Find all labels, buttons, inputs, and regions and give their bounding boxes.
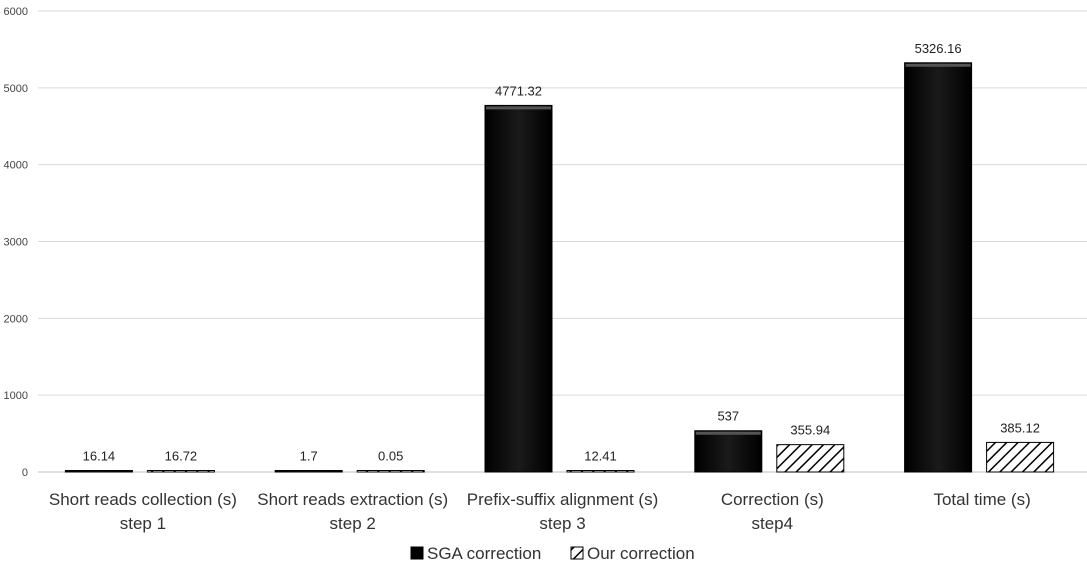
bar-sga <box>904 62 973 473</box>
bar-bevel <box>486 106 551 110</box>
legend: SGA correction Our correction <box>410 544 695 563</box>
x-category-label: Short reads collection (s) <box>49 490 237 509</box>
bar-ours <box>146 470 215 473</box>
legend-swatch <box>570 546 584 560</box>
data-label: 355.94 <box>790 423 830 438</box>
y-tick-label: 1000 <box>4 390 28 402</box>
bar-ours <box>986 441 1055 473</box>
legend-swatch <box>410 546 424 560</box>
data-label: 16.14 <box>83 449 116 464</box>
data-labels: 16.14 16.72 1.7 0.05 4771.32 12.41 537 355.94 53… <box>83 41 1040 464</box>
data-label: 537 <box>717 409 739 424</box>
legend-label: Our correction <box>587 544 695 563</box>
bar-ours <box>776 444 845 473</box>
bars <box>64 62 1055 473</box>
data-label: 385.12 <box>1000 420 1040 435</box>
legend-label: SGA correction <box>427 544 541 563</box>
y-tick-label: 0 <box>22 467 28 479</box>
bar-sga <box>274 470 343 473</box>
data-label: 0.05 <box>378 449 403 464</box>
data-label: 12.41 <box>584 449 617 464</box>
x-category-label: Correction (s) <box>721 490 824 509</box>
x-category-label: Short reads extraction (s) <box>257 490 448 509</box>
y-tick-label: 4000 <box>4 160 28 172</box>
x-axis-categories: Short reads collection (s) step 1 Short re… <box>49 490 1031 533</box>
data-label: 4771.32 <box>495 83 542 98</box>
y-tick-label: 6000 <box>4 6 28 18</box>
bar-bevel <box>695 431 761 435</box>
bar-ours <box>566 470 635 473</box>
x-category-label: step4 <box>752 514 794 533</box>
x-category-label: Prefix-suffix alignment (s) <box>467 490 658 509</box>
bar-sga <box>484 104 553 473</box>
bar-sga <box>694 430 763 473</box>
x-category-label: Total time (s) <box>933 490 1030 509</box>
gridlines <box>38 10 1087 473</box>
x-category-label: step 1 <box>120 514 166 533</box>
bar-bevel <box>905 63 971 67</box>
data-label: 16.72 <box>165 449 198 464</box>
y-tick-label: 3000 <box>4 237 28 249</box>
y-tick-label: 2000 <box>4 313 28 325</box>
data-label: 1.7 <box>300 449 318 464</box>
y-axis-ticks: 0 1000 2000 3000 4000 5000 6000 <box>4 6 28 479</box>
x-category-label: step 3 <box>539 514 585 533</box>
data-label: 5326.16 <box>915 41 962 56</box>
bar-ours <box>356 470 425 473</box>
x-category-label: step 2 <box>330 514 376 533</box>
y-tick-label: 5000 <box>4 83 28 95</box>
bar-sga <box>64 470 133 473</box>
